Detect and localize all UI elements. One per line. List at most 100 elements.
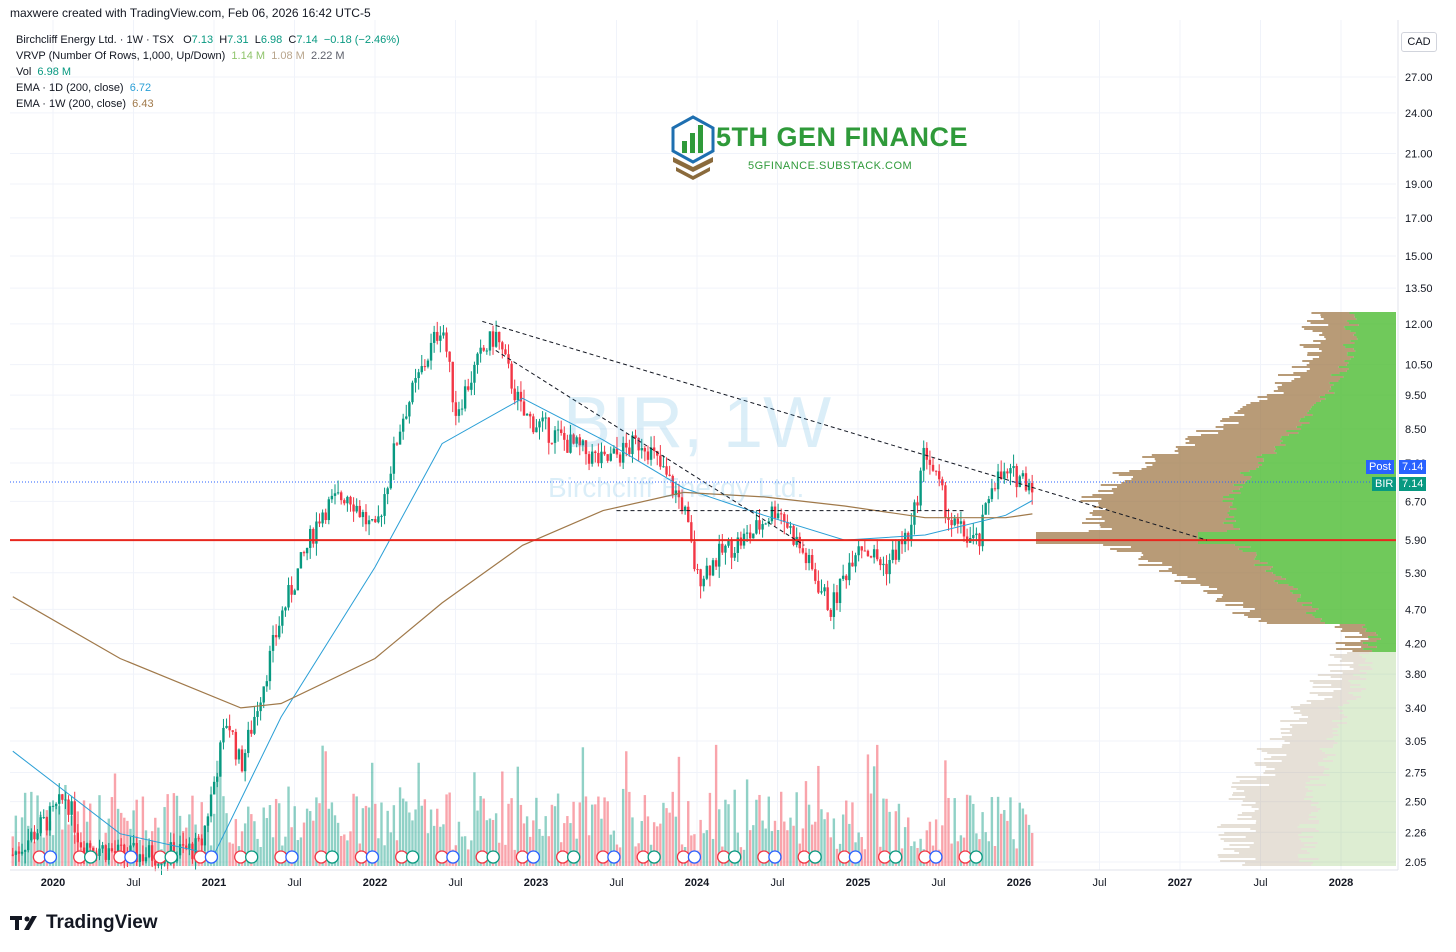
vp-row-up [1337,730,1396,732]
dividend-icon[interactable] [43,850,58,864]
volume-bar [860,837,863,866]
vp-row-down [1234,412,1308,414]
earnings-icon[interactable] [676,850,691,864]
currency-button[interactable]: CAD [1401,32,1437,52]
dividend-icon[interactable] [325,850,339,864]
vp-row-down [1217,826,1298,828]
earnings-icon[interactable] [32,850,47,864]
earnings-icon[interactable] [515,850,530,864]
time-axis[interactable]: 2020 Jul 2021 Jul 2022 Jul 2023 Jul 2024 Jul 2025 J… [10,20,1399,889]
vrvp-legend-row[interactable]: VRVP (Number Of Rows, 1,000, Up/Down) 1.… [16,48,400,64]
earnings-icon[interactable] [274,850,288,864]
dividend-icon[interactable] [728,850,742,864]
volume-bar [631,817,634,866]
earnings-icon[interactable] [717,850,731,864]
dividend-icon[interactable] [446,850,460,864]
earnings-icon[interactable] [475,850,489,864]
candle-body [420,366,423,373]
candle-body [194,838,197,860]
dividend-icon[interactable] [969,850,983,864]
vp-row-down [1289,724,1338,726]
dividend-icon[interactable] [687,850,702,864]
vp-row-down [1271,756,1328,758]
dividend-icon[interactable] [124,850,138,864]
vp-row-up [1303,798,1396,800]
volume-bar [411,820,414,866]
candle-body [185,845,188,849]
earnings-icon[interactable] [797,850,811,864]
vp-row-up [1258,462,1396,464]
dividend-icon[interactable] [647,850,661,864]
ema1d-legend-row[interactable]: EMA · 1D (200, close) 6.72 [16,80,400,96]
candle-body [680,497,684,512]
vp-row-up [1280,442,1396,444]
earnings-icon[interactable] [596,850,610,864]
dividend-icon[interactable] [365,850,380,864]
symbol-legend-row[interactable]: Birchcliff Energy Ltd. · 1W · TSX O7.13 … [16,32,400,48]
earnings-icon[interactable] [113,850,127,864]
earnings-icon[interactable] [878,850,892,864]
trend-line[interactable] [495,350,805,546]
volume-bar [290,827,293,866]
earnings-icon[interactable] [193,850,208,864]
earnings-icon[interactable] [636,850,650,864]
vp-row-down [1344,636,1368,638]
dividend-icon[interactable] [245,850,259,864]
trend-line[interactable] [482,320,1207,541]
earnings-icon[interactable] [234,850,248,864]
vp-row-down [1203,590,1291,592]
candle-body [278,625,281,638]
candle-body [876,549,879,560]
vp-row-up [1350,330,1396,332]
dividend-icon[interactable] [607,850,621,864]
dividend-icon[interactable] [486,850,500,864]
vp-row-up [1233,498,1396,500]
vp-row-up [1239,528,1396,530]
vp-row-up [1277,582,1396,584]
earnings-icon[interactable] [354,850,369,864]
dividend-icon[interactable] [567,850,581,864]
volume-legend-row[interactable]: Vol 6.98 M [16,64,400,80]
volume-bar [113,773,117,866]
dividend-icon[interactable] [808,850,822,864]
volume-bar [897,803,901,866]
vp-row-down [1362,634,1378,636]
dividend-icon[interactable] [848,850,863,864]
earnings-icon[interactable] [395,850,409,864]
earnings-icon[interactable] [435,850,449,864]
vp-row-up [1360,684,1396,686]
vp-row-up [1274,446,1396,448]
dividend-icon[interactable] [526,850,541,864]
ema1w-legend-row[interactable]: EMA · 1W (200, close) 6.43 [16,96,400,112]
earnings-icon[interactable] [918,850,932,864]
earnings-icon[interactable] [958,850,972,864]
volume-profile [1036,312,1396,866]
price-axis[interactable]: 27.00 24.00 21.00 19.00 17.00 15.00 13.50 12.00… [1405,72,1433,869]
tradingview-footer[interactable]: TradingView [10,912,158,934]
earnings-icon[interactable] [153,850,167,864]
earnings-icon[interactable] [837,850,852,864]
earnings-icon[interactable] [556,850,570,864]
dividend-icon[interactable] [406,850,420,864]
dividend-icon[interactable] [768,850,782,864]
earnings-icon[interactable] [314,850,328,864]
volume-bar [981,812,984,866]
dividend-icon[interactable] [929,850,943,864]
vp-row-up [1320,400,1396,402]
candle-body [45,817,49,831]
dividend-icon[interactable] [84,850,98,864]
dividend-icon[interactable] [164,850,178,864]
earnings-icon[interactable] [757,850,771,864]
vp-row-up [1285,444,1396,446]
dividend-icon[interactable] [204,850,219,864]
vp-row-up [1311,804,1396,806]
vp-row-up [1323,772,1396,774]
volume-bar [621,788,625,866]
volume-bar [646,816,650,866]
earnings-icon[interactable] [73,850,87,864]
dividend-icon[interactable] [889,850,903,864]
dividend-icon[interactable] [285,850,299,864]
vp-row-down [1141,552,1257,554]
candle-body [538,421,541,428]
